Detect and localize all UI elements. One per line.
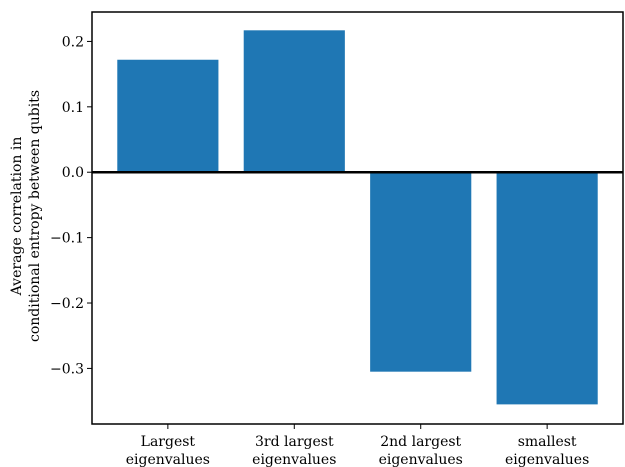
x-tick-label: Largest [141,434,196,450]
y-axis-label-line: Average correlation in [9,137,25,297]
y-tick-label: −0.1 [50,231,84,247]
x-tick-label: eigenvalues [379,452,463,467]
y-tick-label: 0.1 [62,100,84,116]
y-axis-label-line: conditional entropy between qubits [27,90,43,342]
bar-3 [496,172,598,405]
x-tick-label: 3rd largest [255,434,334,450]
y-tick-label: 0.0 [62,165,84,181]
bar-1 [243,30,345,173]
y-tick-label: −0.2 [50,296,84,312]
x-tick-label: 2nd largest [380,434,461,450]
bars-group [117,30,598,405]
x-axis-ticks: Largest eigenvalues 3rd largest eigenvalues… [126,424,589,467]
x-tick-label: smallest [518,434,577,450]
y-axis-ticks: 0.2 0.1 0.0 −0.1 −0.2 −0.3 [50,34,92,377]
y-tick-label: 0.2 [62,34,84,50]
bar-0 [117,59,219,173]
x-tick-label: eigenvalues [126,452,210,467]
plot-frame [91,11,624,425]
x-tick-label: eigenvalues [252,452,336,467]
x-tick-label: eigenvalues [505,452,589,467]
y-tick-label: −0.3 [50,361,84,377]
bar-2 [370,172,472,372]
